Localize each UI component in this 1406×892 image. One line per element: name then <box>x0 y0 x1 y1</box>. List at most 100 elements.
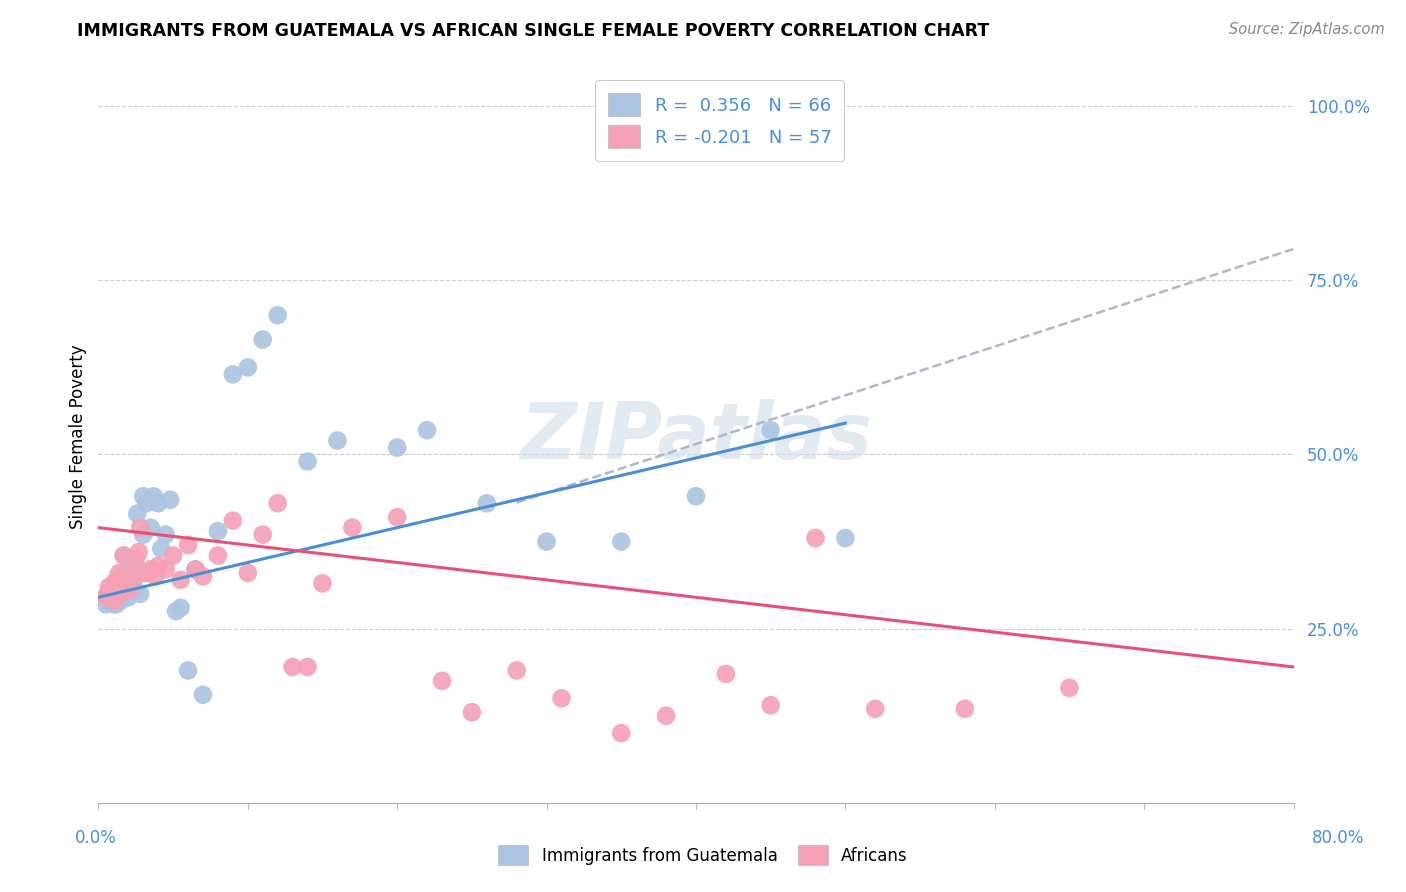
Point <box>834 531 856 545</box>
Point <box>96 587 118 601</box>
Point <box>655 708 678 723</box>
Point <box>112 549 135 563</box>
Point <box>112 549 135 563</box>
Point <box>103 594 125 608</box>
Point <box>118 576 141 591</box>
Point <box>105 583 128 598</box>
Point <box>117 580 139 594</box>
Point <box>120 566 142 580</box>
Point <box>759 698 782 713</box>
Point <box>222 368 245 382</box>
Point <box>101 583 124 598</box>
Point <box>135 496 157 510</box>
Point <box>125 552 148 566</box>
Point <box>129 587 152 601</box>
Point <box>416 423 439 437</box>
Point <box>385 441 409 455</box>
Point <box>177 664 200 678</box>
Point <box>107 591 129 605</box>
Point <box>953 702 976 716</box>
Point <box>236 566 259 580</box>
Point <box>101 591 124 605</box>
Point <box>430 673 453 688</box>
Point <box>121 566 143 580</box>
Point <box>105 597 128 611</box>
Point <box>96 591 118 605</box>
Point <box>121 566 143 580</box>
Point <box>155 562 177 576</box>
Point <box>125 569 148 583</box>
Point <box>311 576 333 591</box>
Legend: R =  0.356   N = 66, R = -0.201   N = 57: R = 0.356 N = 66, R = -0.201 N = 57 <box>595 80 845 161</box>
Point <box>150 541 173 556</box>
Point <box>297 660 319 674</box>
Point <box>107 580 129 594</box>
Text: 80.0%: 80.0% <box>1312 829 1365 847</box>
Point <box>114 591 136 605</box>
Point <box>98 587 122 601</box>
Point <box>111 583 134 598</box>
Point <box>207 524 229 538</box>
Point <box>107 576 129 591</box>
Point <box>804 531 827 545</box>
Point <box>536 534 558 549</box>
Point <box>148 558 170 573</box>
Point <box>108 566 131 580</box>
Point <box>104 591 127 605</box>
Point <box>252 333 274 347</box>
Point <box>135 566 157 580</box>
Point <box>385 510 409 524</box>
Point <box>139 562 162 576</box>
Point <box>222 514 245 528</box>
Point <box>132 527 155 541</box>
Text: ZIPatlas: ZIPatlas <box>520 399 872 475</box>
Point <box>115 566 138 580</box>
Point <box>139 521 162 535</box>
Point <box>110 594 132 608</box>
Point <box>506 664 529 678</box>
Point <box>115 569 138 583</box>
Point <box>110 587 132 601</box>
Point <box>117 591 139 605</box>
Point <box>610 534 633 549</box>
Point <box>132 489 155 503</box>
Legend: Immigrants from Guatemala, Africans: Immigrants from Guatemala, Africans <box>491 837 915 873</box>
Text: 0.0%: 0.0% <box>75 829 117 847</box>
Point <box>162 549 184 563</box>
Point <box>550 691 572 706</box>
Point <box>111 573 134 587</box>
Point <box>114 583 136 598</box>
Point <box>128 545 150 559</box>
Point <box>177 538 200 552</box>
Point <box>184 562 207 576</box>
Text: Source: ZipAtlas.com: Source: ZipAtlas.com <box>1229 22 1385 37</box>
Point <box>97 594 120 608</box>
Point <box>94 591 117 605</box>
Point <box>103 580 125 594</box>
Point <box>610 726 633 740</box>
Point <box>169 573 191 587</box>
Point <box>759 423 782 437</box>
Point <box>117 583 139 598</box>
Point <box>124 556 146 570</box>
Point <box>129 521 152 535</box>
Point <box>105 591 128 605</box>
Point <box>191 569 214 583</box>
Point <box>1059 681 1081 695</box>
Point <box>685 489 707 503</box>
Point <box>159 492 181 507</box>
Point <box>207 549 229 563</box>
Point <box>105 573 128 587</box>
Point <box>184 562 207 576</box>
Point <box>120 580 142 594</box>
Point <box>865 702 887 716</box>
Point <box>142 489 165 503</box>
Point <box>267 308 290 322</box>
Point <box>118 573 141 587</box>
Point <box>104 594 127 608</box>
Point <box>103 591 125 605</box>
Point <box>342 521 364 535</box>
Point <box>115 587 138 601</box>
Point <box>714 667 737 681</box>
Point <box>326 434 349 448</box>
